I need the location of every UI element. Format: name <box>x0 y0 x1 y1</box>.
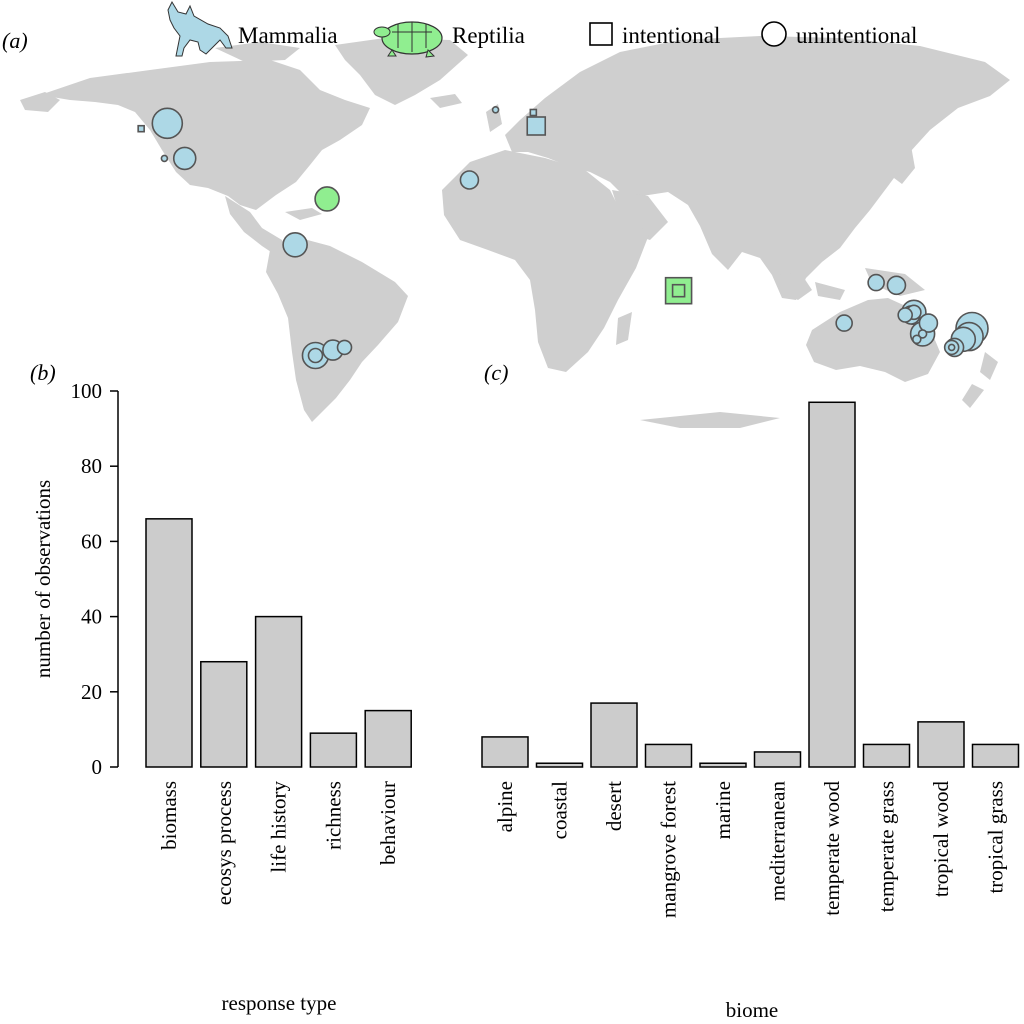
y-tick-label-40: 40 <box>81 605 102 629</box>
land-central-america <box>225 196 290 258</box>
biome-label-coastal: coastal <box>548 781 572 839</box>
land-greenland <box>335 38 468 105</box>
map-point-8 <box>526 116 547 136</box>
response-bar-richness <box>309 732 358 768</box>
biome-bar-tropical-wood <box>917 721 965 768</box>
land-japan <box>894 140 915 184</box>
biome-bar-alpine <box>481 736 529 768</box>
land-caribbean <box>285 208 322 220</box>
biome-label-tropical-wood: tropical wood <box>929 781 953 898</box>
biome-label-mangrove-forest: mangrove forest <box>657 781 681 918</box>
x-axis-title-response-type: response type <box>222 991 337 1015</box>
response-bar-behaviour <box>364 709 412 768</box>
map-point-13 <box>307 347 324 364</box>
map-point-7 <box>529 108 538 117</box>
biome-label-desert: desert <box>602 781 626 831</box>
biome-bar-marine <box>699 762 747 768</box>
biome-label-temperate-grass: temperate grass <box>875 781 899 912</box>
biome-bar-coastal <box>535 762 584 768</box>
biome-bar-tropical-grass <box>971 743 1020 768</box>
bars-biome <box>481 401 1020 768</box>
land-iceland <box>430 94 462 108</box>
land-indonesia <box>780 268 925 300</box>
land-africa <box>442 150 650 372</box>
legend-mammalia: Mammalia <box>238 23 338 48</box>
response-type-bar-chart: 0 20 40 60 80 100 number of observations biom… <box>31 379 412 1015</box>
map-point-23 <box>918 313 939 333</box>
biome-bar-chart: alpine coastal desert mangrove forest marine… <box>481 401 1020 1022</box>
turtle-icon <box>373 21 443 58</box>
land-north-america <box>40 60 370 210</box>
land-madagascar <box>616 312 632 345</box>
legend: Mammalia Reptilia intentional unintentio… <box>167 0 917 58</box>
legend-circle-icon <box>761 21 787 47</box>
y-tick-label-80: 80 <box>81 454 102 478</box>
map-point-22 <box>897 307 913 323</box>
category-labels-biome: alpine coastal desert mangrove forest marine… <box>493 781 1008 919</box>
response-label-richness: richness <box>321 781 345 850</box>
category-labels-response-type: biomass ecosys process life history richnes… <box>157 781 400 906</box>
land-eurasia <box>505 36 1010 300</box>
response-bar-biomass <box>145 518 193 768</box>
map-point-26 <box>911 334 922 345</box>
map-point-4 <box>314 186 340 212</box>
response-label-ecosys-process: ecosys process <box>212 781 236 905</box>
land-alaska <box>20 92 60 112</box>
map-point-0 <box>151 107 184 140</box>
y-axis-ticks: 0 20 40 60 80 100 <box>71 379 118 779</box>
biome-label-tropical-grass: tropical grass <box>984 781 1008 894</box>
map-point-2 <box>172 146 197 171</box>
biome-bar-temperate-wood <box>808 401 856 768</box>
x-axis-title-biome: biome <box>726 998 779 1022</box>
land-south-america <box>266 238 408 422</box>
map-point-25 <box>917 329 928 339</box>
y-tick-label-60: 60 <box>81 529 102 553</box>
biome-bar-temperate-grass <box>862 743 911 768</box>
world-map <box>20 36 1010 428</box>
biome-bar-mangrove-forest <box>644 743 693 768</box>
map-point-32 <box>947 343 956 352</box>
map-point-1 <box>137 124 145 133</box>
response-label-life-history: life history <box>267 781 291 873</box>
map-point-16 <box>867 273 885 292</box>
panel-label-c: (c) <box>484 360 508 385</box>
y-axis-title: number of observations <box>31 480 55 678</box>
y-tick-label-100: 100 <box>71 379 103 403</box>
biome-label-marine: marine <box>711 781 735 839</box>
map-point-11 <box>671 283 686 298</box>
map-point-18 <box>835 314 853 332</box>
y-tick-label-20: 20 <box>81 680 102 704</box>
map-point-9 <box>459 170 480 190</box>
response-bar-life-history <box>254 615 303 768</box>
panel-label-a: (a) <box>2 28 28 53</box>
response-label-biomass: biomass <box>157 781 181 850</box>
legend-unintentional: unintentional <box>796 23 917 48</box>
land-new-zealand <box>962 352 998 408</box>
response-bar-ecosys-process <box>200 660 248 768</box>
legend-square-icon <box>589 22 613 46</box>
map-point-5 <box>282 232 308 258</box>
biome-label-alpine: alpine <box>493 781 517 832</box>
response-label-behaviour: behaviour <box>376 781 400 865</box>
land-antarctica <box>640 412 780 428</box>
land-arctic-islands <box>215 42 300 62</box>
biome-bar-mediterranean <box>753 751 802 768</box>
biome-bar-desert <box>590 702 638 768</box>
map-markers <box>137 106 989 370</box>
biome-label-mediterranean: mediterranean <box>766 781 790 902</box>
map-point-6 <box>491 106 500 114</box>
panel-label-b: (b) <box>30 360 56 385</box>
legend-intentional: intentional <box>622 23 720 48</box>
map-point-15 <box>336 339 353 356</box>
y-tick-label-0: 0 <box>92 755 103 779</box>
legend-reptilia: Reptilia <box>452 23 525 48</box>
bars-response-type <box>145 518 412 768</box>
map-point-3 <box>160 154 169 163</box>
biome-label-temperate-wood: temperate wood <box>820 781 844 916</box>
map-point-17 <box>886 275 907 296</box>
wolf-icon <box>167 0 233 57</box>
